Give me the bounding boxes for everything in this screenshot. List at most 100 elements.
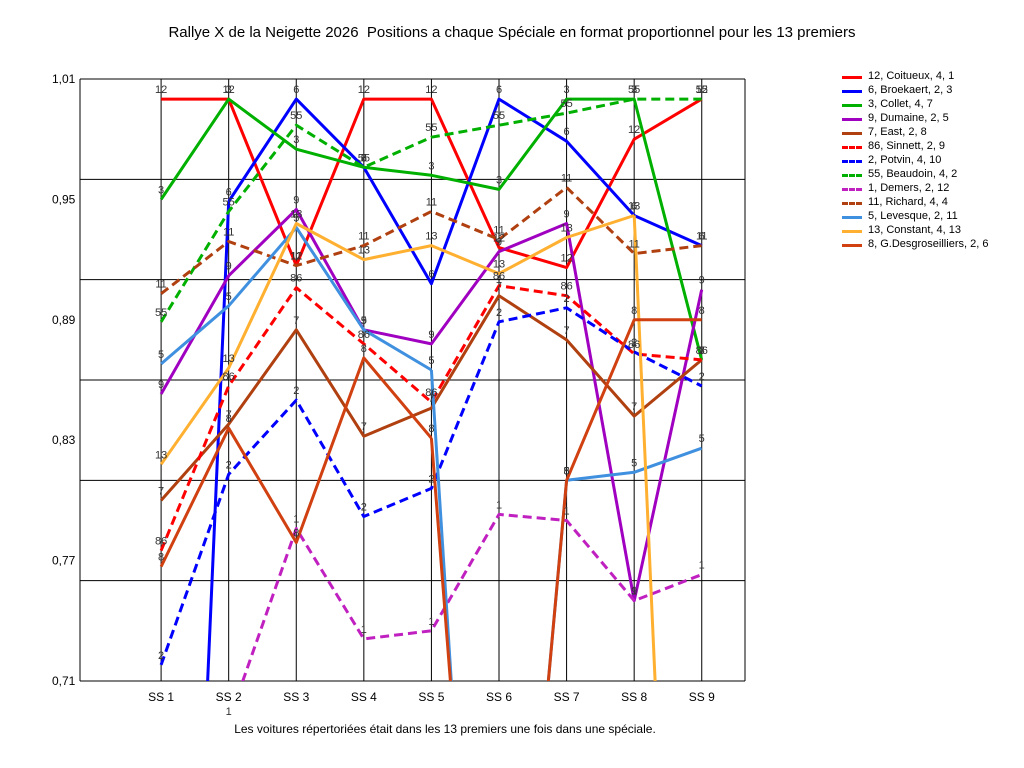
legend-item: 1, Demers, 2, 12 — [842, 182, 1017, 195]
legend-swatch — [842, 76, 862, 79]
series-line — [159, 294, 703, 502]
point-label: 3 — [226, 84, 232, 96]
point-label: 6 — [361, 152, 367, 164]
point-label: 55 — [358, 152, 370, 164]
axes — [79, 79, 746, 681]
series-line — [632, 215, 657, 681]
chart-footnote: Les voitures répertoriées était dans les… — [234, 722, 656, 736]
tick-labels: 1,01 0,95 0,89 0,83 0,77 0,71 SS 1 SS 2 SS 3 SS 4… — [52, 72, 715, 704]
legend-label: 6, Broekaert, 2, 3 — [868, 84, 953, 96]
legend-label: 12, Coitueux, 4, 1 — [868, 70, 955, 82]
point-label: 5 — [293, 212, 299, 224]
point-label: 7 — [496, 281, 502, 293]
y-tick-label: 0,89 — [52, 313, 76, 327]
y-tick-label: 0,77 — [52, 554, 76, 568]
point-label: 9 — [158, 379, 164, 391]
legend-label: 55, Beaudoin, 4, 2 — [868, 168, 958, 180]
point-label: 3 — [631, 84, 637, 96]
legend: 12, Coitueux, 4, 1 6, Broekaert, 2, 3 3, C… — [842, 70, 1017, 252]
point-label: 7 — [428, 393, 434, 405]
point-label: 1 — [699, 560, 705, 572]
legend-swatch — [842, 174, 862, 177]
point-label: 7 — [293, 315, 299, 327]
point-label: 55 — [628, 84, 640, 96]
legend-label: 11, Richard, 4, 4 — [868, 196, 948, 208]
legend-label: 86, Sinnett, 2, 9 — [868, 140, 946, 152]
point-label: 13 — [358, 245, 370, 257]
legend-swatch — [842, 146, 862, 149]
legend-item: 12, Coitueux, 4, 1 — [842, 70, 1017, 83]
point-label: 6 — [699, 231, 705, 243]
point-label: 12 — [155, 84, 167, 96]
x-tick-label: SS 3 — [283, 690, 309, 704]
point-label: 55 — [290, 110, 302, 122]
point-label: 1 — [226, 706, 232, 718]
legend-label: 13, Constant, 4, 13 — [868, 224, 961, 236]
point-label: 2 — [428, 473, 434, 485]
point-label: 12 — [290, 251, 302, 263]
point-label: 11 — [696, 231, 707, 243]
point-label: 12 — [493, 233, 505, 245]
legend-swatch — [842, 118, 862, 121]
point-label: 5 — [158, 349, 164, 361]
point-label: 5 — [428, 355, 434, 367]
point-label: 86 — [358, 329, 370, 341]
legend-swatch — [842, 104, 862, 107]
x-tick-label: SS 2 — [216, 690, 242, 704]
x-tick-label: SS 6 — [486, 690, 512, 704]
legend-item: 2, Potvin, 4, 10 — [842, 154, 1017, 167]
legend-item: 86, Sinnett, 2, 9 — [842, 140, 1017, 153]
point-label: 9 — [428, 329, 434, 341]
point-label: 9 — [361, 315, 367, 327]
point-label: 12 — [696, 84, 708, 96]
point-label: 1 — [631, 586, 637, 598]
point-label: 12 — [358, 84, 370, 96]
legend-item: 13, Constant, 4, 13 — [842, 224, 1017, 237]
x-tick-label: SS 8 — [621, 690, 647, 704]
point-label: 12 — [223, 84, 235, 96]
point-label: 3 — [564, 84, 570, 96]
legend-swatch — [842, 132, 862, 135]
point-label: 9 — [293, 194, 299, 206]
series-line — [159, 97, 702, 323]
point-label: 5 — [361, 315, 367, 327]
point-label: 8 — [293, 528, 299, 540]
point-label: 9 — [226, 261, 232, 273]
legend-label: 7, East, 2, 8 — [868, 126, 927, 138]
point-label: 8 — [631, 305, 637, 317]
point-label: 12 — [628, 124, 640, 136]
legend-swatch — [842, 244, 862, 247]
legend-swatch — [842, 90, 862, 93]
series-line — [159, 284, 702, 552]
x-tick-label: SS 5 — [418, 690, 444, 704]
x-tick-label: SS 4 — [351, 690, 377, 704]
point-label: 5 — [226, 291, 232, 303]
legend-item: 11, Richard, 4, 4 — [842, 196, 1017, 209]
legend-label: 8, G.Desgroseilliers, 2, 6 — [868, 238, 989, 250]
series-line — [159, 356, 433, 568]
series-line — [160, 226, 433, 372]
point-label: 11 — [493, 225, 504, 237]
series-line — [161, 97, 703, 270]
point-label: 13 — [560, 223, 572, 235]
chart-title: Rallye X de la Neigette 2026 Positions a… — [168, 24, 856, 41]
series-lines — [159, 97, 704, 681]
point-label: 6 — [428, 269, 434, 281]
legend-swatch — [842, 230, 862, 233]
point-label: 6 — [564, 126, 570, 138]
legend-item: 55, Beaudoin, 4, 2 — [842, 168, 1017, 181]
point-label: 7 — [564, 325, 570, 337]
series-line — [160, 185, 702, 295]
legend-item: 6, Broekaert, 2, 3 — [842, 84, 1017, 97]
series-line — [429, 369, 453, 681]
point-label: 2 — [361, 501, 367, 513]
point-label: 1 — [293, 513, 299, 525]
point-label: 5 — [631, 457, 637, 469]
point-label: 13 — [290, 208, 302, 220]
point-label: 8 — [361, 343, 367, 355]
point-label: 1 — [496, 499, 502, 511]
point-label: 13 — [425, 231, 437, 243]
x-tick-label: SS 1 — [148, 690, 174, 704]
point-label: 7 — [158, 485, 164, 497]
